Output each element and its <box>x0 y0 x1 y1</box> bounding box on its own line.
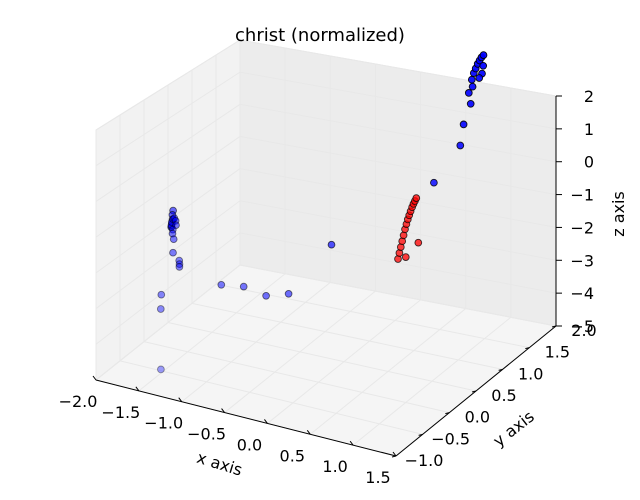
data-point <box>169 248 177 257</box>
z-tick-label: −3 <box>570 251 594 270</box>
z-tick-label: −4 <box>570 284 594 303</box>
y-tick <box>445 412 450 415</box>
y-tick-label: 0.5 <box>491 386 516 405</box>
z-tick-label: −5 <box>570 317 594 336</box>
x-tick-label: 1.0 <box>322 457 347 476</box>
data-point <box>475 74 484 82</box>
grid-line <box>167 322 477 392</box>
data-point <box>239 282 248 291</box>
data-point <box>401 253 410 261</box>
x-tick <box>306 429 311 435</box>
x-tick <box>392 451 397 457</box>
grid-line <box>95 232 241 345</box>
grid-line <box>119 360 423 435</box>
grid-line <box>239 135 557 196</box>
grid-line <box>143 341 450 414</box>
grid-line <box>95 103 241 202</box>
data-point <box>217 280 226 289</box>
x-tick-label: −2.0 <box>59 392 98 411</box>
y-tick <box>471 390 477 393</box>
y-tick <box>418 433 423 436</box>
data-point <box>175 263 184 271</box>
data-point <box>327 240 336 249</box>
x-tick-label: −1.0 <box>144 414 183 433</box>
grid-line <box>239 71 557 130</box>
chart-title: christ (normalized) <box>235 25 405 46</box>
x-tick <box>264 419 268 424</box>
z-tick-label: −1 <box>570 186 594 205</box>
grid-line <box>239 39 557 97</box>
z-tick-label: −2 <box>570 218 594 237</box>
data-point <box>175 260 184 268</box>
x-tick <box>92 375 97 381</box>
x-tick-label: 0.5 <box>280 446 305 465</box>
data-point <box>284 289 293 298</box>
x-tick-label: 0.0 <box>237 435 262 454</box>
data-point <box>157 365 165 374</box>
y-tick <box>391 455 397 458</box>
grid-line <box>95 39 241 131</box>
x-tick-label: −0.5 <box>187 425 226 444</box>
data-point <box>459 120 468 129</box>
y-tick-label: 1.5 <box>545 343 570 362</box>
x-tick <box>349 440 354 446</box>
data-point <box>468 82 477 91</box>
x-axis-line <box>95 379 397 457</box>
y-tick-label: −0.5 <box>431 429 470 448</box>
y-tick <box>525 347 530 350</box>
data-point <box>157 290 166 299</box>
grid-line <box>239 168 557 228</box>
grid-line <box>95 200 241 309</box>
y-tick-label: 0.0 <box>465 408 490 427</box>
x-tick-label: 1.5 <box>365 468 390 487</box>
x-tick <box>178 397 183 403</box>
z-tick-label: 2 <box>584 87 594 106</box>
data-point <box>479 61 488 70</box>
y-tick <box>551 325 557 328</box>
x-tick-label: −1.5 <box>101 403 140 422</box>
grid-line <box>239 103 557 163</box>
y-tick-label: 2.0 <box>571 321 596 340</box>
data-point <box>467 75 476 84</box>
grid-line <box>95 168 241 274</box>
data-point <box>169 235 178 244</box>
y-tick-label: 1.0 <box>518 364 543 383</box>
z-tick-label: 1 <box>584 120 594 139</box>
data-points <box>156 51 488 374</box>
data-point <box>466 99 475 108</box>
axis-panes <box>94 39 558 457</box>
grid-line <box>95 136 241 238</box>
y-tick <box>498 368 503 371</box>
grid-line <box>239 200 557 261</box>
grid-line <box>239 232 557 294</box>
data-point <box>175 256 184 265</box>
grid-line <box>95 71 241 167</box>
grid-line <box>95 264 241 381</box>
y-axis-label: y axis <box>489 407 537 451</box>
data-point <box>412 194 421 202</box>
x-tick <box>135 386 140 392</box>
z-tick-label: 0 <box>584 153 594 172</box>
x-tick <box>221 408 225 413</box>
y-tick-label: −1.0 <box>405 451 444 470</box>
grid-line <box>191 302 503 370</box>
tick-marks: −2.0−1.5−1.0−0.50.00.51.01.5−1.0−0.50.00… <box>59 87 597 487</box>
data-point <box>262 291 270 300</box>
data-point <box>464 89 473 97</box>
z-axis-label: z axis <box>609 191 628 237</box>
data-point <box>414 238 423 247</box>
data-point <box>156 305 165 313</box>
data-point <box>430 178 438 187</box>
grid-line <box>239 264 557 327</box>
data-point <box>479 51 488 59</box>
data-point <box>456 141 465 150</box>
